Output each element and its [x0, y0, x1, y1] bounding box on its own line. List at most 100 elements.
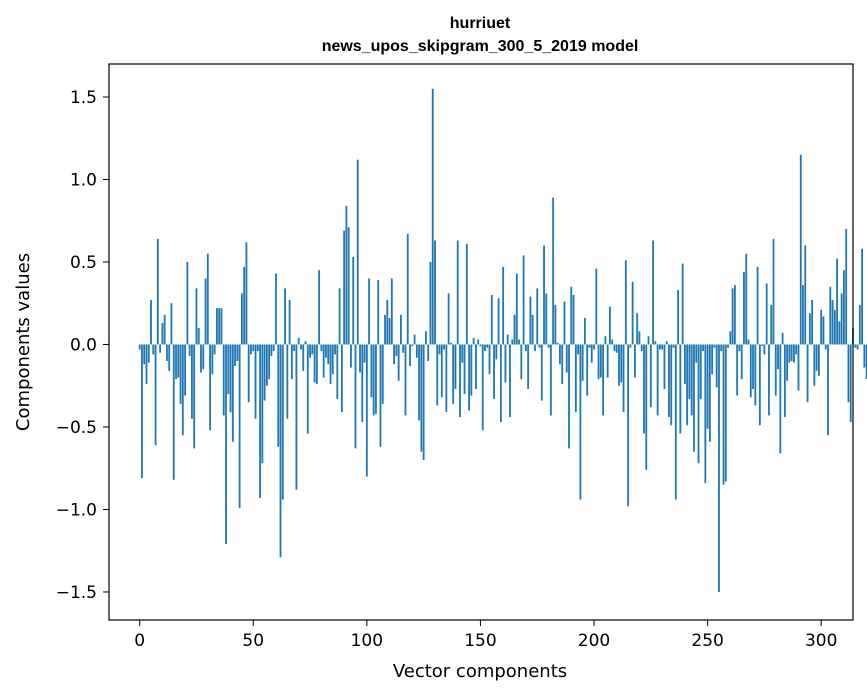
bar-135 — [445, 344, 448, 413]
bar-109 — [386, 299, 389, 345]
bar-222 — [643, 344, 645, 434]
bar-115 — [400, 314, 402, 345]
bar-200 — [593, 344, 595, 350]
y-tick-label-4: 0.5 — [70, 253, 97, 273]
bar-235 — [672, 344, 675, 348]
bar-78 — [315, 344, 318, 385]
bar-7 — [154, 344, 157, 446]
bar-272 — [756, 266, 759, 345]
bar-238 — [679, 344, 682, 434]
bar-139 — [454, 344, 457, 390]
bar-24 — [193, 344, 196, 449]
bar-217 — [631, 281, 634, 345]
bar-240 — [683, 344, 686, 385]
bar-30 — [206, 253, 209, 345]
bar-141 — [459, 344, 461, 418]
bar-183 — [554, 304, 557, 345]
bar-144 — [465, 243, 468, 345]
bar-28 — [202, 344, 205, 370]
bar-80 — [320, 344, 323, 352]
bar-302 — [824, 344, 827, 350]
bar-46 — [243, 266, 246, 345]
bar-305 — [831, 299, 834, 345]
bar-219 — [636, 313, 639, 345]
bar-244 — [693, 344, 695, 452]
bar-142 — [461, 344, 464, 363]
bar-225 — [649, 344, 652, 408]
bar-105 — [377, 280, 380, 345]
bar-203 — [599, 344, 602, 378]
bar-211 — [618, 344, 620, 386]
bar-274 — [761, 344, 764, 347]
bar-27 — [200, 344, 202, 373]
bar-101 — [368, 278, 371, 345]
bar-260 — [729, 331, 732, 345]
chart-title-line1: hurriuet — [450, 15, 511, 32]
y-tick-label-5: 1.0 — [70, 170, 97, 190]
bar-100 — [365, 344, 368, 477]
bar-234 — [670, 344, 673, 426]
bar-33 — [213, 344, 216, 355]
bar-189 — [568, 344, 570, 449]
bar-283 — [781, 332, 784, 345]
bar-252 — [711, 344, 714, 375]
bars-group — [138, 88, 867, 592]
bar-79 — [318, 270, 321, 345]
x-tick-label-200: 200 — [578, 631, 610, 651]
bar-122 — [415, 344, 418, 358]
bar-9 — [159, 344, 162, 353]
bar-1 — [141, 344, 143, 479]
bar-31 — [209, 344, 211, 431]
bar-205 — [604, 336, 607, 345]
bar-298 — [815, 344, 818, 371]
bar-39 — [227, 344, 230, 394]
bar-145 — [468, 344, 470, 411]
bar-123 — [418, 344, 421, 421]
bar-138 — [452, 344, 455, 404]
bar-281 — [777, 344, 779, 370]
bar-69 — [295, 344, 298, 490]
bar-89 — [340, 344, 343, 413]
bar-153 — [486, 344, 489, 348]
bar-164 — [511, 339, 514, 345]
bar-56 — [265, 344, 268, 386]
bar-132 — [438, 344, 441, 355]
x-tick-label-250: 250 — [691, 631, 723, 651]
bar-206 — [606, 344, 609, 378]
bar-120 — [411, 344, 414, 347]
bar-317 — [858, 304, 861, 345]
bar-25 — [195, 288, 198, 345]
bar-34 — [216, 308, 218, 345]
bar-87 — [336, 344, 339, 399]
bar-214 — [624, 260, 627, 345]
bar-182 — [552, 197, 555, 345]
bar-127 — [427, 344, 430, 361]
bar-300 — [820, 309, 823, 345]
bar-52 — [256, 344, 259, 352]
bar-202 — [597, 344, 600, 380]
bar-304 — [829, 286, 832, 345]
x-tick-label-0: 0 — [134, 631, 145, 651]
bar-311 — [845, 228, 848, 345]
bar-172 — [529, 296, 532, 345]
bar-209 — [613, 344, 616, 352]
bar-99 — [363, 344, 366, 363]
bar-59 — [272, 344, 275, 352]
bar-187 — [563, 301, 566, 345]
bar-243 — [690, 344, 693, 416]
bar-21 — [186, 261, 189, 345]
bar-290 — [797, 344, 800, 391]
bar-29 — [204, 278, 207, 345]
x-tick-label-100: 100 — [351, 631, 383, 651]
bar-102 — [370, 344, 373, 398]
bar-62 — [279, 344, 282, 558]
bar-129 — [431, 88, 434, 345]
bar-104 — [375, 344, 377, 414]
bar-309 — [840, 293, 843, 345]
bar-242 — [688, 344, 691, 399]
bar-254 — [715, 344, 718, 388]
bar-35 — [218, 308, 221, 345]
bar-83 — [327, 344, 330, 365]
bar-289 — [795, 344, 798, 355]
bar-268 — [747, 339, 750, 345]
